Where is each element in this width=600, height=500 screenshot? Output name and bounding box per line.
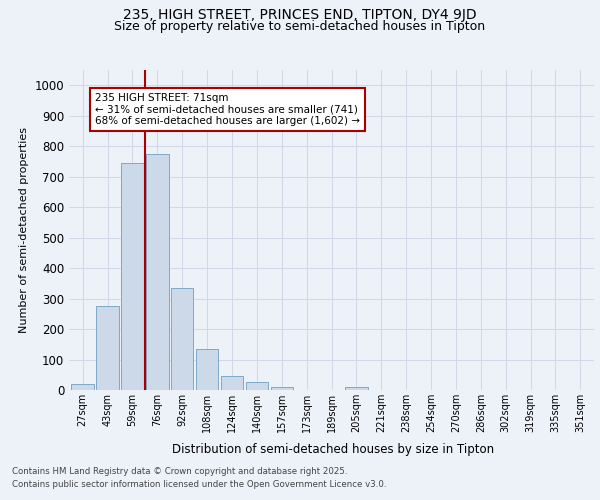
Text: 235, HIGH STREET, PRINCES END, TIPTON, DY4 9JD: 235, HIGH STREET, PRINCES END, TIPTON, D…	[123, 8, 477, 22]
Bar	[245, 382, 268, 390]
Y-axis label: Number of semi-detached properties: Number of semi-detached properties	[19, 127, 29, 333]
Bar	[271, 387, 293, 390]
Bar	[71, 384, 94, 390]
Text: Distribution of semi-detached houses by size in Tipton: Distribution of semi-detached houses by …	[172, 442, 494, 456]
Bar	[171, 288, 193, 390]
Bar	[345, 387, 368, 390]
Text: Contains public sector information licensed under the Open Government Licence v3: Contains public sector information licen…	[12, 480, 386, 489]
Bar	[97, 306, 119, 390]
Text: Contains HM Land Registry data © Crown copyright and database right 2025.: Contains HM Land Registry data © Crown c…	[12, 467, 347, 476]
Bar	[221, 376, 243, 390]
Text: 235 HIGH STREET: 71sqm
← 31% of semi-detached houses are smaller (741)
68% of se: 235 HIGH STREET: 71sqm ← 31% of semi-det…	[95, 93, 360, 126]
Bar	[196, 349, 218, 390]
Bar	[146, 154, 169, 390]
Text: Size of property relative to semi-detached houses in Tipton: Size of property relative to semi-detach…	[115, 20, 485, 33]
Bar	[121, 163, 143, 390]
